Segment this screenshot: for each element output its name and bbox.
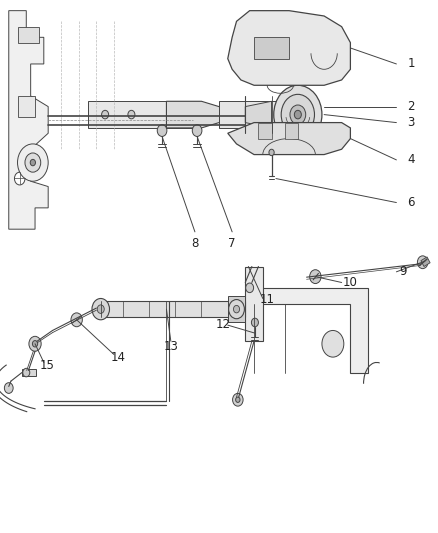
Text: 8: 8 [191, 237, 198, 250]
Circle shape [128, 110, 135, 119]
Circle shape [251, 318, 258, 327]
Text: 11: 11 [260, 293, 275, 306]
Circle shape [30, 159, 35, 166]
Circle shape [281, 94, 314, 135]
Text: 3: 3 [407, 116, 415, 129]
Circle shape [274, 85, 322, 144]
Circle shape [229, 300, 244, 319]
Polygon shape [9, 11, 48, 229]
Circle shape [25, 153, 41, 172]
Circle shape [294, 110, 301, 119]
Polygon shape [18, 27, 39, 43]
Text: 10: 10 [343, 276, 358, 289]
Polygon shape [285, 123, 298, 139]
Circle shape [92, 298, 110, 320]
Circle shape [23, 368, 30, 377]
Circle shape [233, 305, 240, 313]
Circle shape [97, 305, 104, 313]
Text: 1: 1 [407, 58, 415, 70]
Polygon shape [228, 123, 350, 155]
Circle shape [18, 144, 48, 181]
Circle shape [233, 393, 243, 406]
Polygon shape [228, 296, 245, 322]
Text: 6: 6 [407, 196, 415, 209]
Polygon shape [18, 96, 35, 117]
Circle shape [417, 256, 428, 269]
Polygon shape [219, 101, 315, 128]
Polygon shape [88, 101, 201, 128]
Polygon shape [245, 101, 272, 128]
Circle shape [102, 110, 109, 119]
Polygon shape [245, 266, 263, 341]
Text: 13: 13 [163, 340, 178, 353]
Polygon shape [96, 301, 245, 317]
Circle shape [71, 313, 82, 327]
Polygon shape [166, 101, 228, 128]
Circle shape [290, 105, 306, 124]
Circle shape [236, 397, 240, 402]
Circle shape [246, 283, 254, 293]
Polygon shape [22, 369, 36, 376]
Polygon shape [254, 288, 368, 373]
Polygon shape [258, 123, 272, 139]
Circle shape [4, 383, 13, 393]
Circle shape [29, 336, 41, 351]
Text: 12: 12 [216, 318, 231, 330]
Text: 2: 2 [407, 100, 415, 113]
Polygon shape [254, 37, 289, 59]
Text: 15: 15 [40, 359, 55, 372]
Text: 7: 7 [228, 237, 236, 250]
Text: 9: 9 [399, 265, 407, 278]
Circle shape [32, 341, 38, 347]
Text: 14: 14 [111, 351, 126, 364]
Circle shape [14, 172, 25, 185]
Text: 4: 4 [407, 154, 415, 166]
Circle shape [269, 149, 274, 156]
Circle shape [310, 270, 321, 284]
Circle shape [192, 125, 202, 136]
Circle shape [322, 330, 344, 357]
Polygon shape [228, 11, 350, 85]
Circle shape [157, 125, 167, 136]
Polygon shape [421, 257, 430, 266]
